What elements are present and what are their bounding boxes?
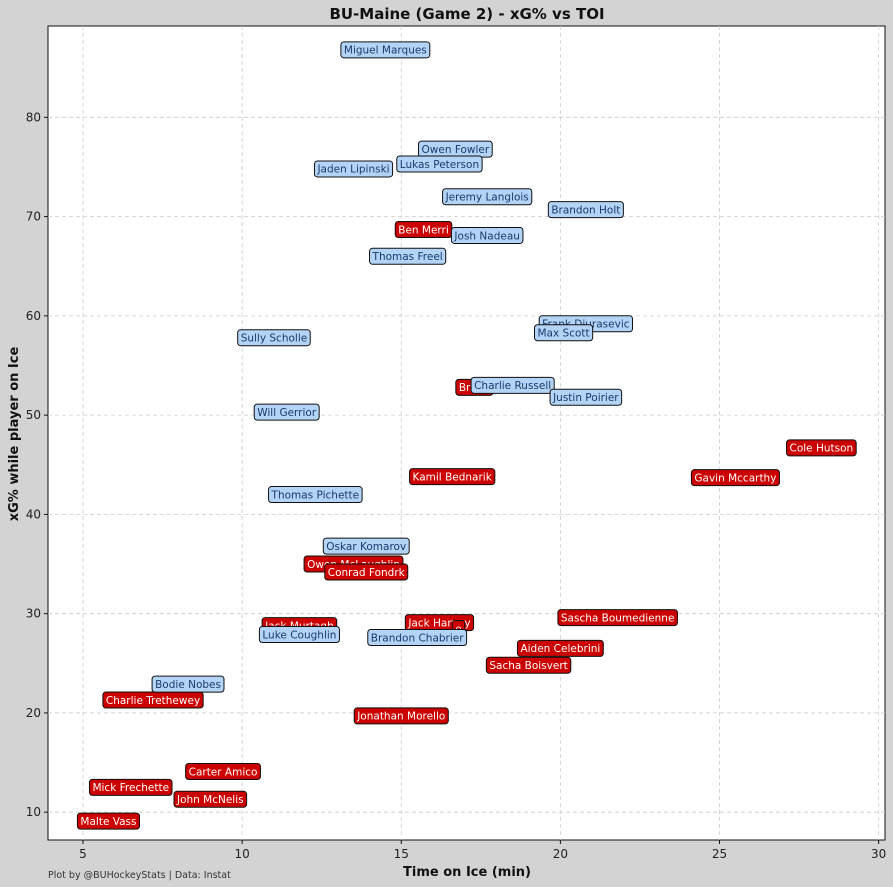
x-tick-label: 10: [234, 847, 249, 861]
y-tick-label: 50: [26, 408, 41, 422]
series-bu: Miguel Marques Owen Fowler Lukas Peterson J…: [151, 41, 634, 693]
data-point-bu: Charlie Russell: [470, 376, 555, 394]
point-label: Conrad Fondrk: [328, 567, 406, 579]
credit-text: Plot by @BUHockeyStats | Data: Instat: [48, 870, 231, 881]
data-point-maine: Ben Merri: [394, 221, 453, 238]
point-label: Jonathan Morello: [356, 711, 445, 723]
point-label: Thomas Pichette: [271, 489, 360, 501]
point-label: Jaden Lipinski: [316, 164, 389, 176]
data-point-bu: Owen Fowler: [418, 140, 493, 158]
data-point-maine: John McNelis: [173, 790, 248, 808]
y-tick-label: 70: [26, 210, 41, 224]
data-point-bu: Justin Poirier: [549, 388, 623, 406]
point-label: Max Scott: [537, 328, 589, 340]
data-point-maine: Conrad Fondrk: [324, 563, 409, 581]
data-point-maine: Kamil Bednarik: [409, 468, 496, 486]
data-point-bu: Thomas Pichette: [268, 486, 363, 504]
x-axis-label: Time on Ice (min): [403, 865, 531, 880]
y-tick-label: 40: [26, 507, 41, 521]
point-label: Luke Coughlin: [262, 629, 336, 641]
point-label: Josh Nadeau: [453, 230, 520, 242]
point-label: Gavin Mccarthy: [694, 472, 776, 484]
chart-title: BU-Maine (Game 2) - xG% vs TOI: [329, 5, 604, 23]
y-tick-label: 10: [26, 805, 41, 819]
data-point-bu: Will Gerrior: [253, 403, 320, 421]
y-tick-label: 20: [26, 706, 41, 720]
data-point-bu: Oskar Komarov: [322, 537, 410, 555]
point-label: Mick Frechette: [92, 782, 169, 794]
y-tick-label: 60: [26, 309, 41, 323]
data-point-bu: Thomas Freel: [369, 247, 447, 265]
point-label: Brandon Chabrier: [371, 632, 464, 644]
point-label: Charlie Trethewey: [106, 695, 200, 707]
data-point-maine: Charlie Trethewey: [102, 691, 204, 709]
data-point-bu: Josh Nadeau: [450, 226, 524, 244]
point-label: Justin Poirier: [552, 392, 619, 404]
y-tick-label: 80: [26, 110, 41, 124]
data-point-maine: Gavin Mccarthy: [690, 469, 780, 487]
x-tick-label: 30: [871, 847, 886, 861]
point-label: Cole Hutson: [790, 443, 854, 455]
data-point-bu: Jaden Lipinski: [313, 160, 394, 178]
data-point-bu: Brandon Holt: [547, 201, 624, 219]
point-label: Sascha Boumedienne: [561, 612, 675, 624]
x-tick-label: 15: [394, 847, 409, 861]
point-label: Bodie Nobes: [155, 679, 221, 691]
point-label: Kamil Bednarik: [413, 471, 493, 483]
x-tick-label: 5: [79, 847, 87, 861]
data-point-bu: Max Scott: [533, 324, 594, 342]
data-point-bu: Bodie Nobes: [151, 675, 225, 693]
data-point-bu: Lukas Peterson: [396, 155, 483, 173]
point-label: Miguel Marques: [344, 45, 427, 57]
data-point-bu: Brandon Chabrier: [367, 628, 468, 646]
data-point-maine: Malte Vass: [76, 812, 141, 830]
point-label: Sully Scholle: [241, 333, 308, 345]
point-label: Aiden Celebrini: [520, 643, 600, 655]
axis-ticks: 5 10 15 20 25 30 10 20 30 40 50 60 70 80: [26, 110, 887, 861]
point-label: Will Gerrior: [257, 407, 317, 419]
point-label: Malte Vass: [80, 816, 136, 828]
data-point-bu: Sully Scholle: [237, 329, 311, 347]
data-point-maine: Cole Hutson: [786, 439, 857, 457]
data-point-maine: Jonathan Morello: [353, 707, 449, 725]
point-label: Jeremy Langlois: [445, 192, 529, 204]
data-point-maine: Sacha Boisvert: [485, 656, 572, 674]
data-point-bu: Jeremy Langlois: [442, 188, 533, 206]
data-point-maine: Mick Frechette: [88, 778, 173, 796]
data-point-maine: Carter Amico: [185, 763, 261, 781]
data-point-bu: Miguel Marques: [340, 41, 431, 59]
point-label: Owen Fowler: [422, 144, 490, 156]
point-label: Charlie Russell: [474, 380, 551, 392]
point-label: Oskar Komarov: [326, 541, 406, 553]
point-label: Brandon Holt: [551, 204, 620, 216]
data-point-maine: Sascha Boumedienne: [557, 609, 678, 627]
data-point-bu: Luke Coughlin: [258, 626, 340, 644]
point-label: Thomas Freel: [372, 251, 443, 263]
point-label: Lukas Peterson: [400, 159, 479, 171]
x-tick-label: 25: [712, 847, 727, 861]
y-tick-label: 30: [26, 607, 41, 621]
x-tick-label: 20: [553, 847, 568, 861]
point-label: Carter Amico: [189, 766, 258, 778]
point-label: John McNelis: [176, 794, 244, 806]
y-axis-label: xG% while player on Ice: [7, 347, 22, 522]
point-label: Ben Merri: [398, 224, 449, 236]
data-point-maine: Aiden Celebrini: [516, 639, 604, 657]
point-label: Sacha Boisvert: [489, 660, 567, 672]
